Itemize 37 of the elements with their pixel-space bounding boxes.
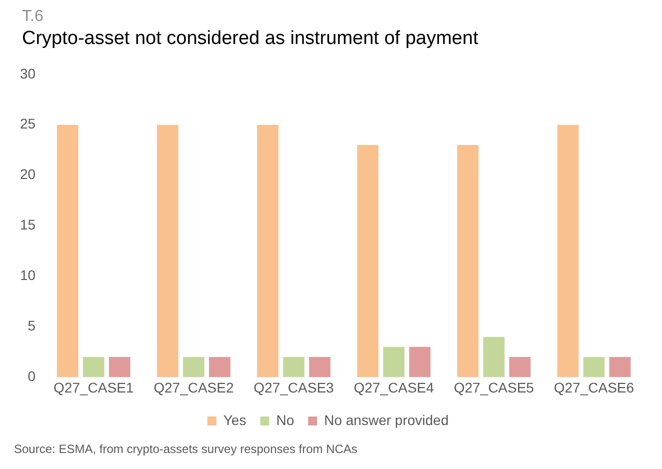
x-tick-label: Q27_CASE1 <box>54 379 134 396</box>
chart-title: Crypto-asset not considered as instrument of payment <box>22 28 480 50</box>
bar <box>309 357 330 378</box>
bar <box>257 124 278 378</box>
legend-label: Yes <box>223 412 246 428</box>
y-tick-label: 15 <box>20 216 36 233</box>
chart-subtitle: T.6 <box>22 8 44 26</box>
bar <box>457 145 479 378</box>
bar <box>56 124 78 378</box>
bar <box>209 357 230 378</box>
x-tick-label: Q27_CASE3 <box>254 379 334 396</box>
bar <box>183 357 204 378</box>
y-tick-label: 5 <box>28 318 36 334</box>
bar <box>82 357 104 378</box>
bar <box>108 357 130 378</box>
y-tick-label: 25 <box>20 116 36 132</box>
y-tick-label: 10 <box>20 267 36 284</box>
bar <box>283 357 304 378</box>
x-tick-label: Q27_CASE2 <box>154 379 234 396</box>
bar <box>583 357 605 378</box>
bar <box>156 124 178 378</box>
bar <box>409 346 431 378</box>
y-tick-label: 0 <box>28 368 36 384</box>
x-tick-label: Q27_CASE6 <box>554 379 634 396</box>
bar <box>557 124 579 378</box>
bar <box>509 357 531 378</box>
bar <box>483 336 505 378</box>
bar <box>383 346 404 378</box>
bar <box>357 145 378 378</box>
x-tick-label: Q27_CASE5 <box>454 379 534 396</box>
x-tick-label: Q27_CASE4 <box>354 379 434 396</box>
bar <box>609 357 631 378</box>
y-tick-label: 30 <box>20 65 36 82</box>
legend-label: No <box>276 412 294 428</box>
y-tick-label: 20 <box>20 166 36 182</box>
source-note: Source: ESMA, from crypto-assets survey responses from NCAs <box>14 442 358 456</box>
legend-label: No answer provided <box>324 412 449 428</box>
